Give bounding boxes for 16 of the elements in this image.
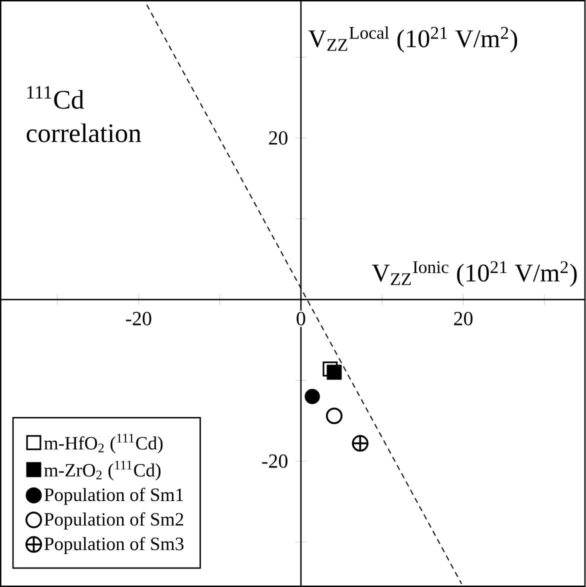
legend-label: m-ZrO$_{2}$ ($^{111}$Cd) [44,460,161,480]
legend-label: Population of Sm3 [44,536,184,554]
y-axis-title: V$_{ZZ}$$^{Local}$ (10$^{21}$ V/m$^{2}$) [308,26,518,52]
x-tick-label: 20 [454,312,473,326]
annotation: $^{111}$Cd correlation [26,86,142,142]
point [326,408,343,424]
x-tick-label: -20 [126,312,152,326]
point [326,364,342,380]
point [322,362,338,377]
legend-label: m-HfO$_{2}$ ($^{111}$Cd) [44,434,163,454]
point [352,435,369,452]
legend-label: Population of Sm1 [44,488,184,505]
x-tick-label: 0 [296,312,306,326]
legend-label: Population of Sm2 [44,512,184,530]
point [304,388,320,404]
x-axis-title: V$_{ZZ}$$^{Ionic}$ (10$^{21}$ V/m$^{2}$) [372,261,577,287]
